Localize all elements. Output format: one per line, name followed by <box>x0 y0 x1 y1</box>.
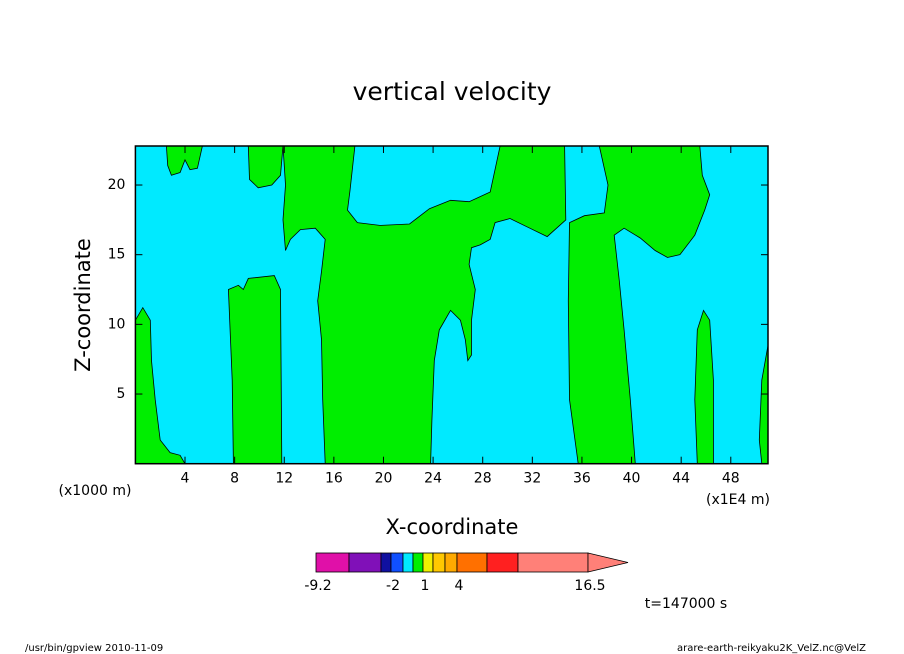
colorbar-segment <box>486 552 519 573</box>
contour-region <box>165 145 203 176</box>
colorbar-tick-label: -9.2 <box>304 578 331 594</box>
annotation: t=147000 s <box>645 596 727 612</box>
x-tick-label: 44 <box>672 471 690 487</box>
colorbar-segment <box>402 552 414 573</box>
colorbar-tick-label: 1 <box>421 578 430 594</box>
contour-region <box>567 145 711 465</box>
y-tick-label: 5 <box>116 386 125 402</box>
colorbar-segment <box>412 552 424 573</box>
colorbar-segment <box>422 552 434 573</box>
colorbar-segment <box>380 552 392 573</box>
colorbar-segment <box>348 552 382 573</box>
contour-region <box>694 309 714 465</box>
colorbar-segment <box>517 552 589 573</box>
colorbar-tick-label: 4 <box>455 578 464 594</box>
x-unit-left: (x1000 m) <box>59 483 132 499</box>
contour-region <box>282 145 567 465</box>
footer-left: /usr/bin/gpview 2010-11-09 <box>25 643 163 654</box>
colorbar-extend <box>587 552 629 573</box>
y-tick-label: 20 <box>108 177 126 193</box>
plot-frame <box>134 145 769 465</box>
x-tick-label: 20 <box>375 471 393 487</box>
x-tick-label: 8 <box>230 471 239 487</box>
x-tick-label: 32 <box>523 471 541 487</box>
x-tick-label: 24 <box>424 471 442 487</box>
colorbar-segment <box>315 552 350 573</box>
colorbar-segment <box>390 552 404 573</box>
colorbar-segment <box>444 552 458 573</box>
x-tick-label: 16 <box>325 471 343 487</box>
x-tick-label: 12 <box>275 471 293 487</box>
contour-region <box>134 306 186 465</box>
contour-region <box>227 275 283 465</box>
x-axis-label: X-coordinate <box>386 515 519 539</box>
colorbar-tick-label: 16.5 <box>574 578 605 594</box>
colorbar-segment <box>456 552 488 573</box>
colorbar-segment <box>432 552 446 573</box>
x-tick-label: 40 <box>623 471 641 487</box>
footer-right: arare-earth-reikyaku2K_VelZ.nc@VelZ <box>677 643 866 654</box>
y-tick-label: 10 <box>108 316 126 332</box>
x-tick-label: 4 <box>181 471 190 487</box>
x-unit-right: (x1E4 m) <box>706 492 770 508</box>
y-axis-label: Z-coordinate <box>71 238 95 372</box>
y-tick-label: 15 <box>108 247 126 263</box>
colorbar-tick-label: -2 <box>386 578 400 594</box>
x-tick-label: 28 <box>474 471 492 487</box>
chart-title: vertical velocity <box>353 77 552 106</box>
x-tick-label: 48 <box>722 471 740 487</box>
x-tick-label: 36 <box>573 471 591 487</box>
